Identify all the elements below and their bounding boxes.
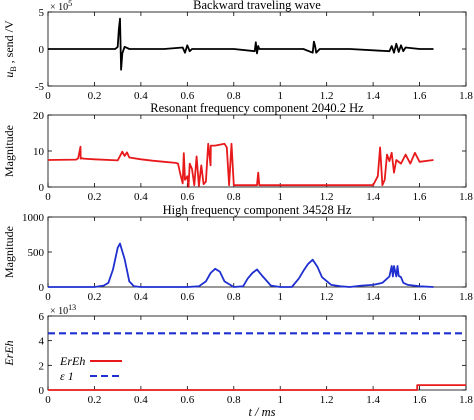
y-tick-label: 10: [33, 146, 45, 158]
x-tick-label: 1.2: [320, 291, 334, 303]
x-tick-label: 0.8: [227, 291, 241, 303]
y-tick-label: 0: [39, 385, 45, 397]
x-tick-label: 0: [45, 291, 51, 303]
y-tick-label: 4: [39, 336, 45, 348]
x-tick-label: 0.4: [134, 394, 148, 406]
series-line-1: [48, 384, 466, 391]
x-tick-label: 0.2: [88, 90, 102, 102]
x-tick-label: 1.6: [413, 191, 427, 203]
y-exponent: × 105: [50, 0, 72, 13]
x-tick-label: 0.6: [180, 90, 194, 102]
x-tick-label: 0.6: [180, 191, 194, 203]
y-exponent-power: 13: [68, 303, 76, 312]
panel-title: High frequency component 34528 Hz: [163, 203, 352, 217]
x-tick-label: 1.8: [459, 90, 473, 102]
x-tick-label: 0.4: [134, 191, 148, 203]
y-axis-label: Magnitude: [2, 226, 16, 278]
y-axis-label: uB , send /V: [2, 20, 18, 78]
x-axis-label: t / ms: [248, 405, 275, 419]
plot-frame: [47, 315, 467, 391]
y-tick-label: 20: [33, 110, 45, 122]
series-line-1: [48, 242, 434, 288]
legend-label: ε 1: [60, 369, 74, 383]
x-tick-label: 1: [277, 394, 283, 406]
x-tick-label: 0.2: [88, 394, 102, 406]
x-tick-label: 1.4: [366, 191, 380, 203]
y-label-main: u: [2, 72, 16, 78]
y-label-sub: B: [9, 66, 18, 71]
x-tick-label: 1.4: [366, 90, 380, 102]
series-line-1: [48, 17, 434, 71]
x-tick-label: 1: [277, 191, 283, 203]
x-tick-label: 0: [45, 191, 51, 203]
y-tick-label: 2: [39, 360, 45, 372]
y-tick-label: 0: [39, 282, 45, 294]
x-tick-label: 0: [45, 394, 51, 406]
x-tick-label: 1.8: [459, 394, 473, 406]
y-tick-label: 0: [39, 182, 45, 194]
panel-title: Resonant frequency component 2040.2 Hz: [150, 101, 364, 115]
x-tick-label: 1: [277, 90, 283, 102]
x-tick-label: 1: [277, 291, 283, 303]
x-tick-label: 1.2: [320, 394, 334, 406]
x-tick-label: 1.2: [320, 90, 334, 102]
x-tick-label: 1.4: [366, 291, 380, 303]
y-tick-label: 6: [39, 311, 45, 323]
y-axis-label: Magnitude: [2, 125, 16, 177]
y-tick-label: 5: [39, 7, 45, 19]
y-label-rest: , send /V: [2, 20, 16, 66]
y-exponent-power: 5: [68, 0, 72, 8]
panels: 0 0.2 0.4 0.6 0.8 1 1.2 1.4 1.6 1.8-505 × 105 Backw…: [2, 0, 473, 406]
x-tick-label: 1.6: [413, 394, 427, 406]
x-tick-label: 1.2: [320, 191, 334, 203]
y-tick-label: 0: [39, 44, 45, 56]
x-tick-label: 0.4: [134, 291, 148, 303]
y-exponent: × 1013: [50, 303, 76, 317]
x-tick-label: 0.2: [88, 191, 102, 203]
x-tick-label: 1.6: [413, 291, 427, 303]
panel-2: 0 0.2 0.4 0.6 0.8 1 1.2 1.4 1.6 1.8 0 10 20 Resonant …: [2, 101, 473, 203]
x-tick-label: 1.8: [459, 291, 473, 303]
x-tick-label: 0.2: [88, 291, 102, 303]
x-tick-label: 0.6: [180, 394, 194, 406]
plot-frame: [47, 114, 467, 188]
x-tick-label: 0.8: [227, 394, 241, 406]
x-tick-label: 0.4: [134, 90, 148, 102]
x-tick-label: 0: [45, 90, 51, 102]
panel-title: Backward traveling wave: [193, 0, 321, 12]
x-tick-label: 0.6: [180, 291, 194, 303]
x-tick-label: 1.8: [459, 191, 473, 203]
y-tick-label: 500: [28, 247, 45, 259]
panel-3: 0 0.2 0.4 0.6 0.8 1 1.2 1.4 1.6 1.8 0 500 1000 High f…: [2, 203, 473, 303]
x-tick-label: 1.6: [413, 90, 427, 102]
x-tick-label: 0.8: [227, 90, 241, 102]
y-tick-label: 1000: [22, 212, 45, 224]
x-tick-label: 0.8: [227, 191, 241, 203]
y-tick-label: -5: [35, 81, 45, 93]
legend-label: ErEh: [59, 354, 85, 368]
x-tick-label: 1.4: [366, 394, 380, 406]
series-line-1: [47, 142, 434, 188]
panel-4: 0 0.2 0.4 0.6 0.8 1 1.2 1.4 1.6 1.8 0 2 4 6 × 1013 ErEh…: [2, 303, 473, 406]
y-axis-label: ErEh: [2, 340, 16, 366]
panel-1: 0 0.2 0.4 0.6 0.8 1 1.2 1.4 1.6 1.8-505 × 105 Backw…: [2, 0, 473, 102]
